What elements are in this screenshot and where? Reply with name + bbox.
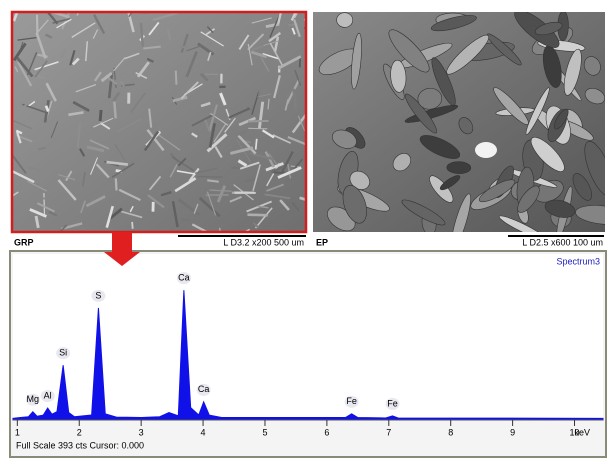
crystal: [256, 139, 257, 150]
crystal: [100, 110, 101, 121]
x-tick-label: 9: [510, 427, 515, 437]
scale-text: L D3.2 x200 500 um: [223, 237, 304, 247]
peak-label: Ca: [198, 384, 210, 394]
x-tick-label: 6: [324, 427, 329, 437]
x-tick-label: 3: [139, 427, 144, 437]
peak-label: Mg: [27, 394, 40, 404]
crystal: [247, 215, 267, 216]
crystal: [176, 71, 177, 85]
bright-particle: [475, 142, 497, 158]
crystal: [248, 128, 267, 129]
peak-label: Fe: [387, 398, 398, 408]
footer: Full Scale 393 cts Cursor: 0.000: [16, 440, 144, 450]
crystal: [132, 222, 133, 229]
figure: GRP L D3.2 x200 500 um EP L D2.5 x600 10…: [0, 0, 609, 466]
x-tick-label: 7: [386, 427, 391, 437]
plate: [337, 13, 353, 28]
x-tick-label: 4: [201, 427, 206, 437]
peak-label: Si: [59, 348, 67, 358]
scale-text: L D2.5 x600 100 um: [522, 237, 603, 247]
spectrum-title: Spectrum3: [556, 256, 600, 266]
x-tick-label: 1: [15, 427, 20, 437]
image-label: EP: [316, 237, 328, 247]
crystal: [207, 180, 219, 181]
x-tick-label: 2: [77, 427, 82, 437]
x-tick-label: 10: [570, 427, 580, 437]
crystal: [114, 102, 115, 119]
x-tick-label: 8: [448, 427, 453, 437]
crystal: [180, 46, 189, 47]
peak-label: Al: [44, 390, 52, 400]
peak-label: Ca: [178, 273, 190, 283]
x-tick-label: 5: [262, 427, 267, 437]
peak-label: S: [95, 290, 101, 300]
peak-label: Fe: [346, 396, 357, 406]
crystal: [116, 178, 117, 190]
image-label: GRP: [14, 237, 34, 247]
crystal: [44, 193, 45, 214]
